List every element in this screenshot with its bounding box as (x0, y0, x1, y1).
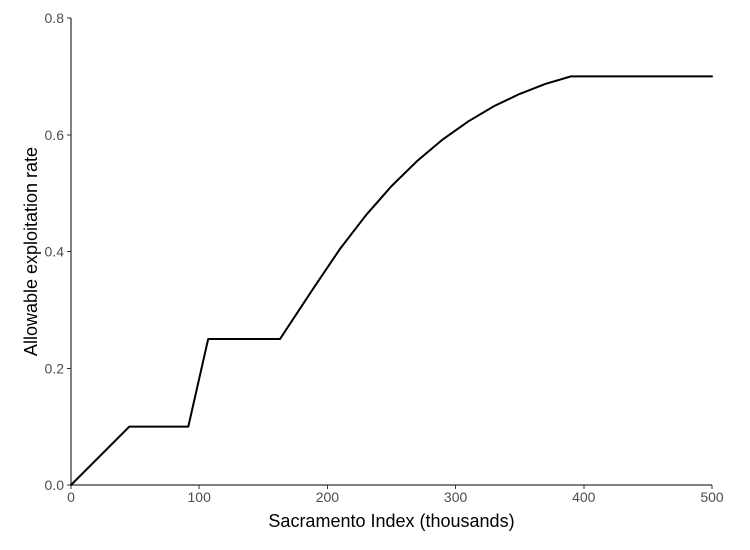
axes: 0 100 200 300 400 500 0.0 0.2 0.4 0.6 0.8 (45, 10, 724, 505)
x-tick-label: 200 (316, 489, 340, 505)
x-tick-label: 0 (67, 489, 75, 505)
y-tick-label: 0.6 (45, 127, 65, 143)
y-tick-label: 0.4 (45, 244, 65, 260)
y-axis-title: Allowable exploitation rate (21, 147, 41, 356)
x-tick-label: 300 (444, 489, 468, 505)
y-tick-label: 0.8 (45, 10, 65, 26)
y-tick-label: 0.2 (45, 360, 65, 376)
y-tick-label: 0.0 (45, 477, 65, 493)
x-tick-label: 500 (700, 489, 724, 505)
series-layer (70, 75, 713, 486)
x-tick-label: 400 (572, 489, 596, 505)
x-tick-label: 100 (188, 489, 212, 505)
x-axis-title: Sacramento Index (thousands) (268, 511, 514, 531)
series-line-0 (70, 75, 713, 486)
